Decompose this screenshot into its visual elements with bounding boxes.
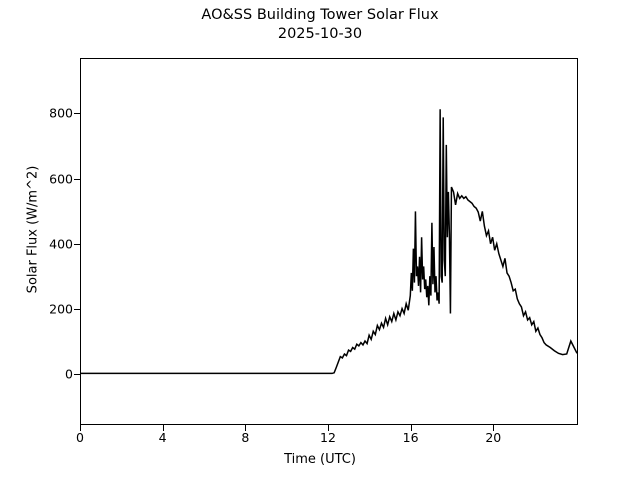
x-tick-label: 16 xyxy=(402,430,419,445)
x-tick-mark xyxy=(162,425,164,431)
y-tick-label: 400 xyxy=(49,236,73,252)
y-tick-mark xyxy=(74,374,80,376)
y-tick-label: 0 xyxy=(65,366,73,382)
y-tick-mark xyxy=(74,113,80,115)
x-tick-mark xyxy=(493,425,495,431)
x-axis-label: Time (UTC) xyxy=(284,452,356,467)
x-tick-label: 8 xyxy=(241,430,250,445)
x-tick-mark xyxy=(410,425,412,431)
y-tick-mark xyxy=(74,308,80,310)
y-axis-tick-labels: 0 200 400 600 800 xyxy=(40,0,73,480)
y-axis-label: Solar Flux (W/m^2) xyxy=(25,165,41,294)
x-tick-mark xyxy=(80,425,81,431)
x-tick-label: 0 xyxy=(76,430,84,445)
solar-flux-line-series xyxy=(81,59,577,424)
page-title: AO&SS Building Tower Solar Flux xyxy=(201,7,439,23)
figure-title-block: AO&SS Building Tower Solar Flux 2025-10-… xyxy=(0,6,640,44)
y-tick-label: 800 xyxy=(49,105,73,121)
y-tick-label: 600 xyxy=(49,171,73,187)
x-tick-label: 12 xyxy=(320,430,336,445)
x-tick-label: 20 xyxy=(485,430,502,445)
x-tick-mark xyxy=(327,425,329,431)
x-tick-label: 4 xyxy=(158,430,167,445)
chart-subtitle: 2025-10-30 xyxy=(277,26,363,42)
y-tick-mark xyxy=(74,178,80,180)
y-tick-mark xyxy=(74,243,80,245)
x-tick-mark xyxy=(245,425,247,431)
y-tick-label: 200 xyxy=(49,301,73,317)
plot-area xyxy=(80,58,578,425)
